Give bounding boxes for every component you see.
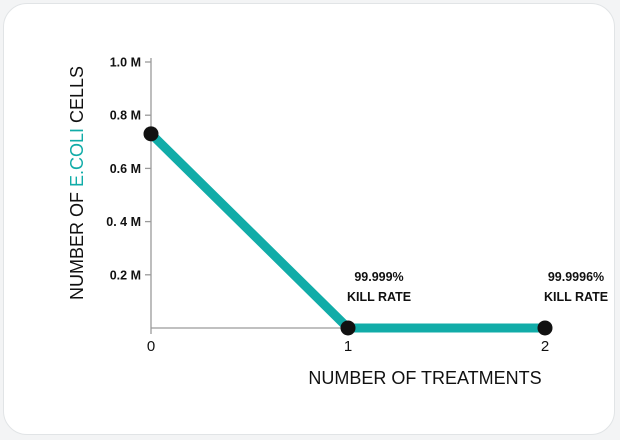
- y-tick-label: 0. 4 M: [106, 215, 141, 229]
- x-tick-label: 0: [147, 338, 155, 355]
- y-tick-label: 0.6 M: [110, 162, 141, 176]
- y-axis-title-part-1: NUMBER OF: [67, 187, 87, 300]
- annotation-label: 99.999%: [354, 270, 403, 284]
- annotation-label: KILL RATE: [347, 290, 411, 304]
- x-axis-title: NUMBER OF TREATMENTS: [308, 368, 541, 388]
- data-point: [143, 126, 159, 142]
- data-point: [537, 320, 553, 336]
- chart-card: [3, 3, 615, 435]
- x-tick-label: 2: [541, 338, 549, 355]
- annotation-label: KILL RATE: [544, 290, 608, 304]
- y-tick-label: 1.0 M: [110, 56, 141, 70]
- y-axis-title: NUMBER OF E.COLI CELLS: [67, 66, 87, 300]
- data-markers: [143, 126, 553, 336]
- annotation-label: 99.9996%: [548, 270, 604, 284]
- y-ticks: 0.2 M 0. 4 M 0.6 M 0.8 M 1.0 M: [106, 56, 151, 282]
- data-point: [340, 320, 356, 336]
- x-tick-label: 1: [344, 338, 352, 355]
- y-tick-label: 0.8 M: [110, 109, 141, 123]
- annotations: 99.999% KILL RATE 99.9996% KILL RATE: [347, 270, 608, 304]
- y-tick-label: 0.2 M: [110, 268, 141, 282]
- y-axis-title-highlight: E.COLI: [67, 128, 87, 187]
- y-axis-title-part-3: CELLS: [67, 66, 87, 128]
